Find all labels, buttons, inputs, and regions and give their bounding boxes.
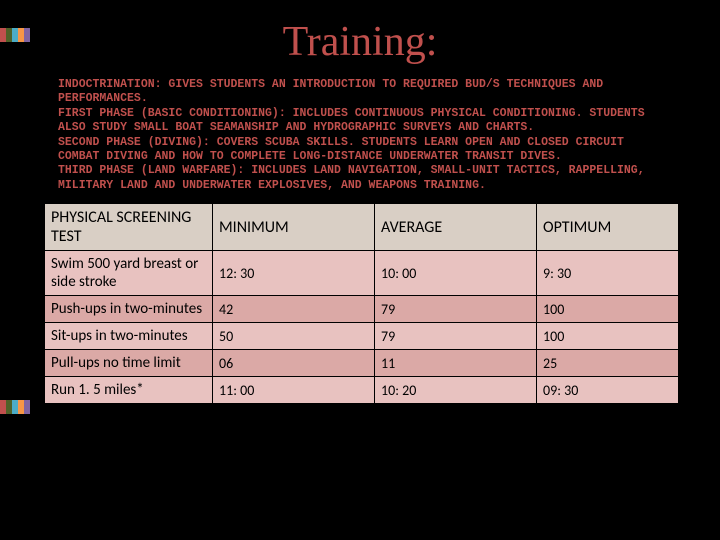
table-row: Pull-ups no time limit061125: [45, 350, 679, 377]
table-cell: 06: [213, 350, 375, 377]
table-row: Run 1. 5 miles*11: 0010: 2009: 30: [45, 377, 679, 404]
accent-bar: [24, 28, 30, 42]
table-cell: Pull-ups no time limit: [45, 350, 213, 377]
screening-table: PHYSICAL SCREENING TESTMINIMUMAVERAGEOPT…: [44, 203, 679, 404]
description-line: THIRD PHASE (LAND WARFARE): INCLUDES LAN…: [58, 164, 670, 193]
table-cell: 100: [537, 296, 679, 323]
table-cell: 9: 30: [537, 251, 679, 296]
table-cell: Sit-ups in two-minutes: [45, 323, 213, 350]
table-body: Swim 500 yard breast or side stroke12: 3…: [45, 251, 679, 404]
table-cell: 11: [375, 350, 537, 377]
table-cell: 12: 30: [213, 251, 375, 296]
table-cell: 10: 00: [375, 251, 537, 296]
table-cell: 42: [213, 296, 375, 323]
description-line: SECOND PHASE (DIVING): COVERS SCUBA SKIL…: [58, 136, 670, 165]
table-row: Sit-ups in two-minutes5079100: [45, 323, 679, 350]
description-line: FIRST PHASE (BASIC CONDITIONING): INCLUD…: [58, 107, 670, 136]
table-cell: 79: [375, 323, 537, 350]
table-header: PHYSICAL SCREENING TESTMINIMUMAVERAGEOPT…: [45, 204, 679, 251]
page-title: Training:: [0, 0, 720, 66]
table-column-header: OPTIMUM: [537, 204, 679, 251]
table-cell: Push-ups in two-minutes: [45, 296, 213, 323]
table-column-header: MINIMUM: [213, 204, 375, 251]
table-cell: 79: [375, 296, 537, 323]
table-cell: 50: [213, 323, 375, 350]
description-line: INDOCTRINATION: GIVES STUDENTS AN INTROD…: [58, 78, 670, 107]
table-cell: 11: 00: [213, 377, 375, 404]
table-cell: 100: [537, 323, 679, 350]
table-column-header: AVERAGE: [375, 204, 537, 251]
table-cell: 25: [537, 350, 679, 377]
table-column-header: PHYSICAL SCREENING TEST: [45, 204, 213, 251]
table-cell: Swim 500 yard breast or side stroke: [45, 251, 213, 296]
accent-bar: [24, 400, 30, 414]
table-row: Swim 500 yard breast or side stroke12: 3…: [45, 251, 679, 296]
table-row: Push-ups in two-minutes4279100: [45, 296, 679, 323]
accent-bars-top: [0, 28, 30, 42]
table-cell: 10: 20: [375, 377, 537, 404]
description-block: INDOCTRINATION: GIVES STUDENTS AN INTROD…: [0, 66, 720, 203]
table-cell: 09: 30: [537, 377, 679, 404]
table-cell: Run 1. 5 miles*: [45, 377, 213, 404]
accent-bars-bottom: [0, 400, 30, 414]
